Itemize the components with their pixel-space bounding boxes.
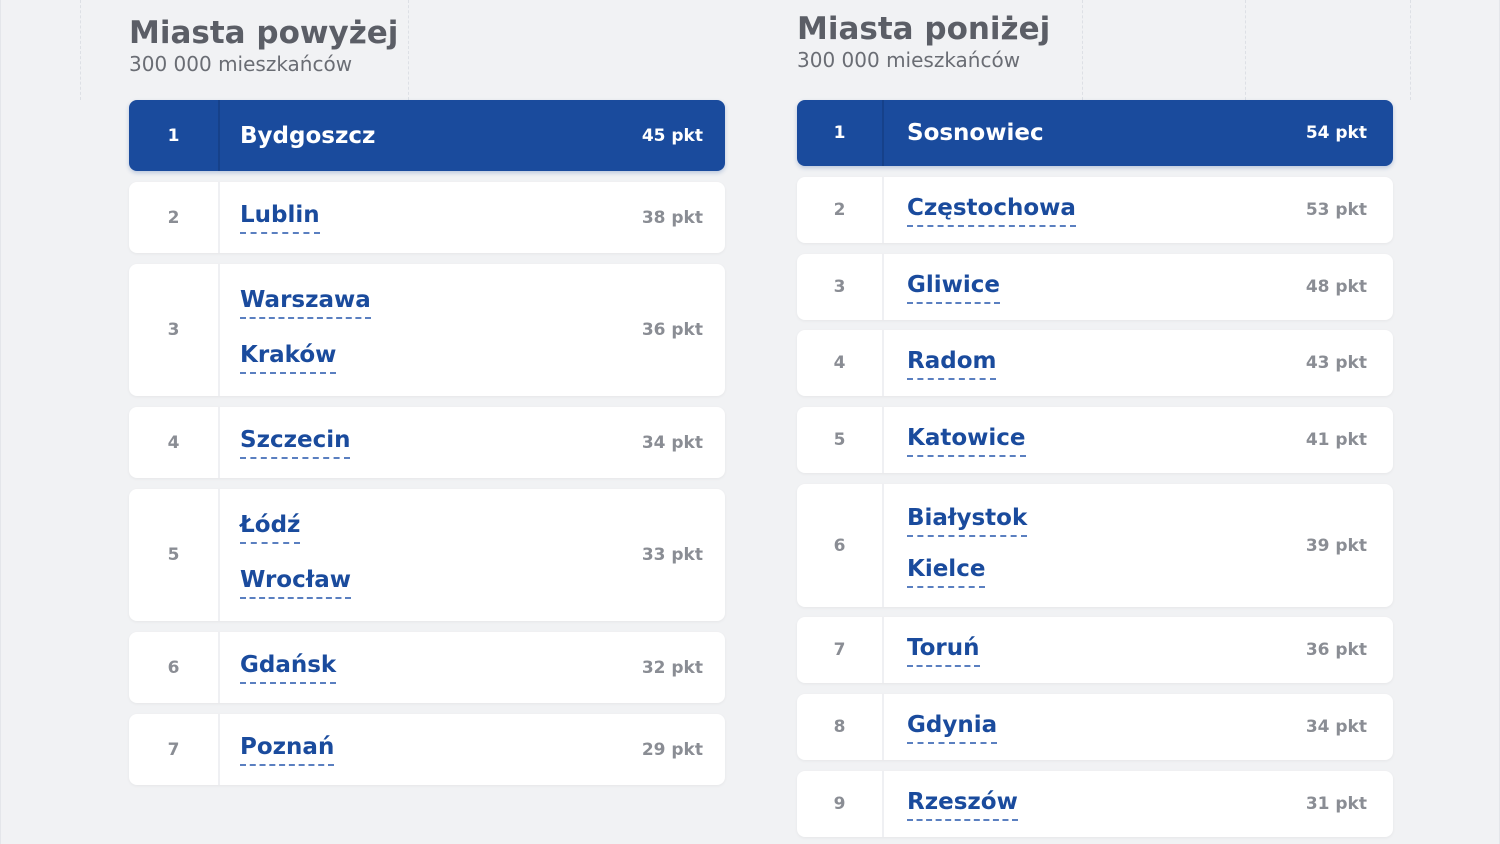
rank-number: 4 [797, 330, 884, 396]
city-group: Toruń [884, 617, 1253, 683]
points-value: 31 pkt [1305, 794, 1367, 814]
points-value: 36 pkt [641, 320, 703, 340]
rank-number: 3 [129, 264, 220, 396]
points-value: 39 pkt [1305, 535, 1367, 556]
city-link[interactable]: Szczecin [240, 426, 351, 459]
ranking-row: 7 Poznań 29 pkt [129, 714, 725, 785]
ranking-row: 8 Gdynia 34 pkt [797, 694, 1393, 760]
rank-number: 5 [797, 407, 884, 473]
points-value: 41 pkt [1305, 430, 1367, 450]
section-subtitle: 300 000 mieszkańców [129, 52, 353, 76]
city-group: Łódź Wrocław [220, 489, 585, 621]
city-group: Rzeszów [884, 771, 1253, 837]
rank-number: 7 [129, 714, 220, 785]
city-link[interactable]: Częstochowa [907, 194, 1076, 227]
ranking-row: 6 Gdańsk 32 pkt [129, 632, 725, 703]
city-group: Gliwice [884, 254, 1253, 320]
city-link[interactable]: Kraków [240, 341, 337, 374]
ranking-row: 2 Częstochowa 53 pkt [797, 177, 1393, 243]
city-link[interactable]: Bydgoszcz [240, 122, 376, 149]
rank-number: 3 [797, 254, 884, 320]
city-link[interactable]: Rzeszów [907, 788, 1018, 821]
rank-number: 8 [797, 694, 884, 760]
points-value: 38 pkt [641, 207, 703, 228]
city-group: Gdańsk [220, 632, 585, 703]
city-group: Warszawa Kraków [220, 264, 585, 396]
points-value: 43 pkt [1305, 353, 1367, 373]
ranking-row: 7 Toruń 36 pkt [797, 617, 1393, 683]
city-group: Szczecin [220, 407, 585, 478]
ranking-row: 2 Lublin 38 pkt [129, 182, 725, 253]
rank-number: 2 [797, 177, 884, 243]
guide-line [1410, 0, 1411, 100]
points-value: 34 pkt [1305, 717, 1367, 737]
section-subtitle: 300 000 mieszkańców [797, 48, 1021, 72]
rank-number: 4 [129, 407, 220, 478]
ranking-row: 4 Szczecin 34 pkt [129, 407, 725, 478]
ranking-row: 5 Łódź Wrocław 33 pkt [129, 489, 725, 621]
city-group: Lublin [220, 182, 585, 253]
guide-line [1245, 0, 1246, 100]
city-link[interactable]: Sosnowiec [907, 120, 1044, 146]
points-value: 36 pkt [1305, 640, 1367, 660]
ranking-row: 3 Warszawa Kraków 36 pkt [129, 264, 725, 396]
city-link[interactable]: Wrocław [240, 566, 352, 599]
points-value: 45 pkt [641, 125, 703, 146]
city-link[interactable]: Gdańsk [240, 651, 337, 684]
points-value: 54 pkt [1305, 123, 1367, 143]
city-link[interactable]: Gliwice [907, 271, 1001, 304]
points-value: 34 pkt [641, 432, 703, 453]
guide-line [80, 0, 81, 100]
city-group: Gdynia [884, 694, 1253, 760]
ranking-row: 4 Radom 43 pkt [797, 330, 1393, 396]
ranking-row: 1 Sosnowiec 54 pkt [797, 100, 1393, 166]
section-title: Miasta powyżej [129, 15, 399, 51]
rank-number: 1 [129, 100, 220, 171]
city-link[interactable]: Białystok [907, 504, 1028, 537]
city-link[interactable]: Gdynia [907, 711, 998, 744]
city-group: Poznań [220, 714, 585, 785]
city-link[interactable]: Kielce [907, 555, 986, 588]
rank-number: 6 [129, 632, 220, 703]
city-link[interactable]: Radom [907, 347, 997, 380]
city-link[interactable]: Katowice [907, 424, 1026, 457]
guide-line [408, 0, 409, 100]
rank-number: 6 [797, 484, 884, 607]
points-value: 29 pkt [641, 739, 703, 760]
ranking-row: 3 Gliwice 48 pkt [797, 254, 1393, 320]
city-link[interactable]: Toruń [907, 634, 980, 667]
rank-number: 9 [797, 771, 884, 837]
rank-number: 7 [797, 617, 884, 683]
rank-number: 5 [129, 489, 220, 621]
ranking-row: 5 Katowice 41 pkt [797, 407, 1393, 473]
rank-number: 2 [129, 182, 220, 253]
ranking-row: 9 Rzeszów 31 pkt [797, 771, 1393, 837]
guide-line [1082, 0, 1083, 100]
points-value: 53 pkt [1305, 200, 1367, 220]
city-group: Radom [884, 330, 1253, 396]
city-link[interactable]: Warszawa [240, 286, 371, 319]
rank-number: 1 [797, 100, 884, 166]
ranking-row: 1 Bydgoszcz 45 pkt [129, 100, 725, 171]
section-heading: Miasta powyżej 300 000 mieszkańców [129, 14, 398, 76]
city-group: Białystok Kielce [884, 484, 1253, 607]
city-link[interactable]: Lublin [240, 201, 320, 234]
points-value: 48 pkt [1305, 277, 1367, 297]
section-heading: Miasta poniżej 300 000 mieszkańców [797, 10, 1050, 72]
city-link[interactable]: Łódź [240, 511, 301, 544]
section-title: Miasta poniżej [797, 11, 1051, 47]
points-value: 32 pkt [641, 657, 703, 678]
city-group: Sosnowiec [884, 100, 1253, 166]
city-group: Częstochowa [884, 177, 1253, 243]
points-value: 33 pkt [641, 545, 703, 565]
city-group: Bydgoszcz [220, 100, 585, 171]
city-link[interactable]: Poznań [240, 733, 335, 766]
city-group: Katowice [884, 407, 1253, 473]
ranking-row: 6 Białystok Kielce 39 pkt [797, 484, 1393, 607]
